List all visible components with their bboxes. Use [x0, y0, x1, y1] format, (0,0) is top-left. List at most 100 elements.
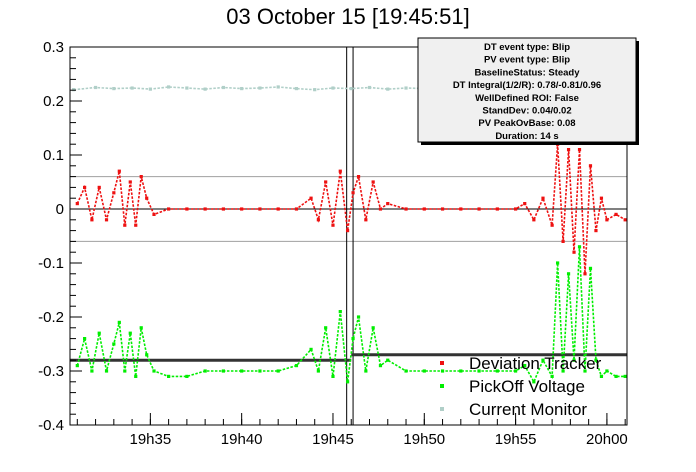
data-point	[128, 180, 132, 184]
data-point	[316, 369, 320, 373]
legend-label: Current Monitor	[469, 400, 587, 419]
data-point	[167, 85, 171, 89]
series-pickoff-voltage	[75, 245, 627, 384]
data-point	[276, 369, 280, 373]
plot-frame	[69, 46, 628, 426]
series-line-deviation-tracker	[76, 144, 626, 274]
series-line-pickoff-voltage	[76, 246, 626, 384]
data-point	[83, 337, 87, 341]
data-point	[112, 342, 116, 346]
data-point	[309, 347, 313, 351]
data-point	[294, 207, 299, 211]
data-point	[83, 185, 87, 189]
data-point	[623, 218, 627, 222]
data-point	[324, 180, 328, 184]
data-point	[459, 207, 463, 211]
data-point	[338, 169, 342, 173]
data-point	[104, 218, 109, 222]
info-box: DT event type: Blip PV event type: BlipBa…	[417, 37, 639, 145]
x-tick-label: 19h45	[312, 431, 354, 448]
info-box-line: PV event type: Blip	[484, 55, 570, 66]
data-point	[495, 207, 499, 211]
data-point	[371, 180, 375, 184]
info-box-line: Duration: 14 s	[495, 131, 558, 142]
data-point	[605, 218, 609, 222]
data-point	[514, 207, 518, 211]
data-point	[577, 245, 582, 249]
data-point	[134, 223, 138, 227]
data-point	[90, 218, 94, 222]
data-point	[309, 196, 313, 200]
data-point	[577, 148, 582, 152]
data-point	[386, 87, 390, 91]
y-tick-label: 0.2	[43, 93, 64, 110]
info-box-line: PV PeakOvBase: 0.08	[478, 118, 575, 129]
data-point	[117, 320, 121, 324]
data-point	[221, 207, 226, 211]
data-point	[75, 202, 79, 206]
data-point	[404, 369, 408, 373]
data-point	[331, 86, 335, 90]
y-tick-label: 0.3	[43, 39, 64, 56]
data-point	[128, 331, 132, 335]
data-point	[240, 86, 244, 91]
data-point	[550, 374, 554, 378]
data-point	[367, 85, 372, 90]
data-point	[588, 164, 593, 168]
data-point	[331, 223, 335, 227]
data-point	[276, 85, 280, 89]
data-point	[541, 358, 545, 362]
info-box-line: DT Integral(1/2/R): 0.78/-0.81/0.96	[453, 80, 601, 91]
data-point	[378, 364, 383, 368]
data-point	[75, 364, 79, 368]
data-point	[477, 207, 481, 211]
plot-area	[70, 47, 627, 425]
axes: 0.3 0.2 0.1 0 -0.1 -0.2 -0.3 -0.4 19h35 19h40 19h4…	[38, 39, 628, 448]
data-point	[556, 261, 560, 265]
data-point	[148, 87, 152, 91]
legend-marker	[440, 361, 444, 365]
data-point	[386, 358, 390, 362]
data-point	[345, 229, 350, 233]
data-point	[550, 223, 554, 227]
data-point	[139, 175, 143, 179]
series-deviation-tracker	[75, 142, 627, 276]
data-point	[588, 266, 593, 270]
data-point	[123, 223, 127, 227]
data-point	[117, 169, 121, 173]
data-point	[258, 86, 262, 90]
data-point	[541, 196, 545, 200]
y-tick-label: -0.2	[38, 309, 64, 326]
data-point	[203, 87, 207, 91]
y-tick-label: -0.4	[38, 417, 64, 434]
data-point	[276, 207, 280, 211]
data-point	[134, 374, 138, 378]
data-point	[97, 331, 101, 335]
info-box-line: StandDev: 0.04/0.02	[482, 106, 571, 117]
data-point	[404, 207, 408, 211]
data-point	[112, 86, 116, 91]
info-box-line: WellDefined ROI: False	[475, 93, 579, 104]
data-point	[316, 218, 320, 222]
legend-label: Deviation Tracker	[469, 354, 602, 373]
data-point	[386, 202, 390, 206]
data-point	[566, 272, 571, 276]
data-point	[566, 148, 571, 152]
data-point	[440, 207, 445, 211]
chart-title: 03 October 15 [19:45:51]	[226, 4, 469, 29]
y-tick-label: 0	[56, 201, 64, 218]
data-point	[112, 191, 116, 195]
data-point	[364, 218, 368, 222]
data-point	[72, 88, 76, 92]
data-point	[514, 369, 518, 373]
data-point	[572, 250, 576, 254]
data-point	[599, 196, 604, 200]
data-point	[561, 239, 565, 243]
data-point	[583, 369, 587, 373]
data-point	[532, 218, 536, 222]
legend-marker	[440, 407, 444, 411]
y-tick-label: -0.1	[38, 255, 64, 272]
data-point	[145, 353, 149, 357]
data-point	[349, 86, 353, 91]
